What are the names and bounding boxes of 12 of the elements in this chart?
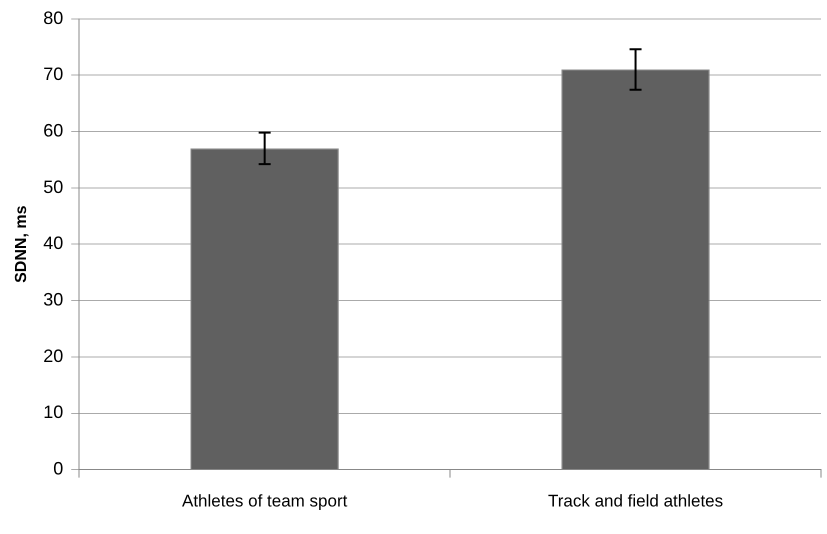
y-tick-label: 40 [43,233,64,254]
y-tick-label: 60 [43,120,64,140]
y-tick-label: 80 [43,8,64,28]
y-axis-title: SDNN, ms [13,205,30,283]
y-tick-label: 30 [43,290,64,310]
y-tick-label: 0 [53,458,64,479]
x-tick-label: Athletes of team sport [182,491,348,510]
y-tick-label: 20 [43,346,64,366]
y-tick-label: 50 [43,176,64,197]
y-tick-label: 70 [43,64,64,84]
y-tick-label: 10 [43,402,64,422]
x-tick-label: Track and field athletes [548,491,724,510]
